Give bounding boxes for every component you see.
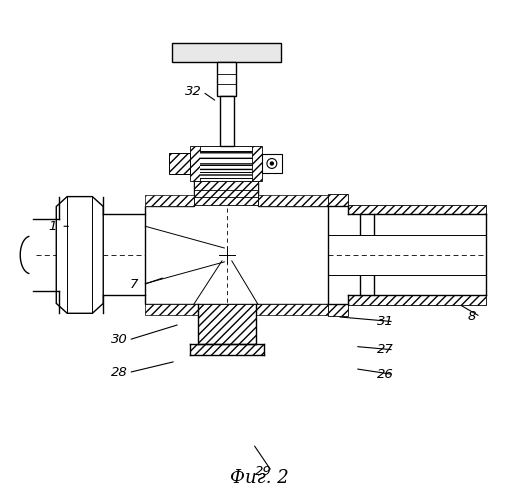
Polygon shape bbox=[145, 181, 328, 304]
Text: 32: 32 bbox=[185, 86, 202, 98]
Text: 1: 1 bbox=[48, 220, 56, 233]
Bar bbox=[198, 304, 255, 344]
Text: 31: 31 bbox=[377, 315, 394, 328]
Bar bbox=[262, 154, 282, 174]
Bar bbox=[348, 204, 486, 214]
Text: 30: 30 bbox=[111, 334, 128, 346]
Bar bbox=[190, 146, 262, 181]
Bar bbox=[190, 344, 264, 355]
Bar bbox=[172, 44, 281, 62]
Bar bbox=[199, 146, 252, 181]
Bar bbox=[328, 194, 348, 205]
Polygon shape bbox=[56, 196, 103, 314]
Bar bbox=[199, 151, 252, 178]
Text: 8: 8 bbox=[467, 310, 476, 324]
Bar bbox=[258, 194, 328, 205]
Text: 29: 29 bbox=[254, 465, 271, 478]
Bar bbox=[169, 153, 190, 174]
Text: 26: 26 bbox=[377, 368, 394, 381]
Text: 28: 28 bbox=[111, 366, 128, 379]
Bar bbox=[145, 194, 194, 205]
Text: 7: 7 bbox=[130, 278, 139, 291]
Text: Фиг. 2: Фиг. 2 bbox=[229, 470, 289, 488]
Bar bbox=[218, 62, 236, 96]
Circle shape bbox=[270, 162, 274, 165]
Text: 27: 27 bbox=[377, 344, 394, 356]
Bar bbox=[145, 304, 328, 316]
Bar bbox=[194, 181, 258, 204]
Bar bbox=[328, 304, 348, 316]
Bar bbox=[348, 296, 486, 306]
Bar bbox=[220, 96, 234, 146]
